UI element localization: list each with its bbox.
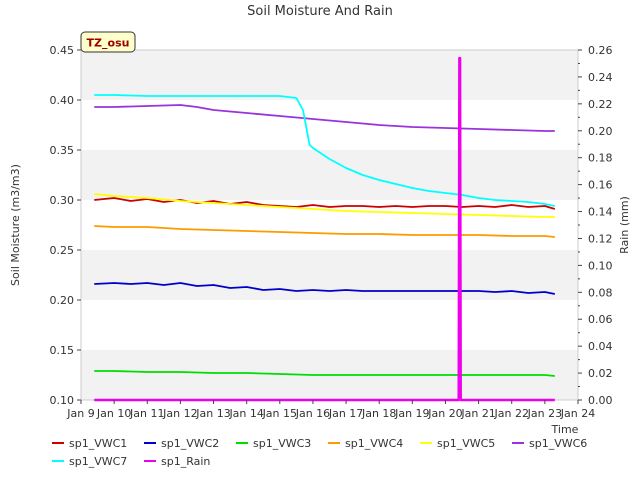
y-tick-label: 0.35 bbox=[50, 144, 75, 157]
y2-tick-label: 0.02 bbox=[588, 367, 613, 380]
y-axis-left: 0.10 0.15 0.20 0.25 0.30 0.35 0.40 0.45 bbox=[50, 44, 81, 407]
series-line-sp1-rain bbox=[94, 56, 555, 402]
legend-item: sp1_VWC5 bbox=[420, 437, 495, 450]
y2-tick-label: 0.04 bbox=[588, 340, 613, 353]
series-line-sp1-vwc3 bbox=[94, 370, 555, 377]
series-line-sp1-vwc6 bbox=[94, 104, 555, 132]
legend-label: sp1_VWC6 bbox=[529, 437, 587, 450]
y-tick-label: 0.30 bbox=[50, 194, 75, 207]
legend-label: sp1_VWC1 bbox=[69, 437, 127, 450]
y2-tick-label: 0.16 bbox=[588, 179, 613, 192]
x-axis-title: Time bbox=[551, 423, 579, 436]
series-line-sp1-vwc2 bbox=[94, 282, 555, 295]
y2-tick-label: 0.26 bbox=[588, 44, 613, 57]
legend-item: sp1_VWC3 bbox=[236, 437, 311, 450]
x-tick-label: Jan 21 bbox=[460, 407, 495, 420]
site-badge-label: TZ_osu bbox=[87, 37, 130, 50]
x-tick-label: Jan 18 bbox=[361, 407, 396, 420]
legend-item: sp1_Rain bbox=[144, 455, 210, 468]
x-tick-label: Jan 12 bbox=[162, 407, 197, 420]
x-tick-label: Jan 23 bbox=[527, 407, 562, 420]
x-tick-label: Jan 22 bbox=[494, 407, 529, 420]
series-line-sp1-vwc7 bbox=[94, 94, 555, 207]
y2-tick-label: 0.00 bbox=[588, 394, 613, 407]
x-tick-label: Jan 11 bbox=[129, 407, 164, 420]
x-tick-label: Jan 13 bbox=[195, 407, 230, 420]
grid-band bbox=[81, 250, 578, 300]
x-tick-label: Jan 9 bbox=[66, 407, 94, 420]
y2-tick-label: 0.14 bbox=[588, 206, 613, 219]
y-tick-label: 0.25 bbox=[50, 244, 75, 257]
x-tick-label: Jan 10 bbox=[96, 407, 131, 420]
site-badge: TZ_osu bbox=[80, 31, 136, 53]
legend-item: sp1_VWC6 bbox=[512, 437, 587, 450]
y2-tick-label: 0.20 bbox=[588, 125, 613, 138]
site-badge-box bbox=[80, 31, 136, 53]
x-tick-label: Jan 20 bbox=[427, 407, 462, 420]
chart-title: Soil Moisture And Rain bbox=[247, 4, 393, 19]
grid-band bbox=[81, 150, 578, 200]
y-tick-label: 0.40 bbox=[50, 94, 75, 107]
x-tick-label: Jan 17 bbox=[328, 407, 363, 420]
series-line-sp1-vwc4 bbox=[94, 225, 555, 238]
y-axis-title: Soil Moisture (m3/m3) bbox=[9, 164, 22, 286]
y-tick-label: 0.20 bbox=[50, 294, 75, 307]
legend: sp1_VWC1 sp1_VWC2 sp1_VWC3 sp1_VWC4 sp1_VWC5… bbox=[52, 437, 587, 468]
y-tick-label: 0.45 bbox=[50, 44, 75, 57]
y2-axis-title: Rain (mm) bbox=[618, 196, 631, 254]
y2-tick-label: 0.22 bbox=[588, 98, 613, 111]
y2-tick-label: 0.10 bbox=[588, 259, 613, 272]
legend-item: sp1_VWC2 bbox=[144, 437, 219, 450]
legend-label: sp1_Rain bbox=[161, 455, 210, 468]
y2-tick-label: 0.24 bbox=[588, 71, 613, 84]
x-tick-label: Jan 19 bbox=[394, 407, 429, 420]
series-layer bbox=[94, 56, 556, 402]
series-line-sp1-vwc5 bbox=[94, 193, 555, 218]
x-tick-label: Jan 24 bbox=[560, 407, 595, 420]
legend-label: sp1_VWC7 bbox=[69, 455, 127, 468]
y2-tick-label: 0.12 bbox=[588, 232, 613, 245]
legend-label: sp1_VWC3 bbox=[253, 437, 311, 450]
y2-tick-label: 0.18 bbox=[588, 152, 613, 165]
legend-item: sp1_VWC4 bbox=[328, 437, 403, 450]
legend-label: sp1_VWC5 bbox=[437, 437, 495, 450]
y2-tick-label: 0.06 bbox=[588, 313, 613, 326]
y-tick-label: 0.10 bbox=[50, 394, 75, 407]
grid-band bbox=[81, 50, 578, 100]
y-axis-right: 0.00 0.02 0.04 0.06 0.08 0.10 0.12 0.14 0.16 0.18… bbox=[578, 44, 613, 407]
y-tick-label: 0.15 bbox=[50, 344, 75, 357]
legend-label: sp1_VWC4 bbox=[345, 437, 403, 450]
x-tick-label: Jan 15 bbox=[262, 407, 297, 420]
legend-item: sp1_VWC1 bbox=[52, 437, 127, 450]
x-tick-label: Jan 14 bbox=[228, 407, 263, 420]
x-tick-label: Jan 16 bbox=[295, 407, 330, 420]
legend-item: sp1_VWC7 bbox=[52, 455, 127, 468]
legend-label: sp1_VWC2 bbox=[161, 437, 219, 450]
y2-tick-label: 0.08 bbox=[588, 286, 613, 299]
